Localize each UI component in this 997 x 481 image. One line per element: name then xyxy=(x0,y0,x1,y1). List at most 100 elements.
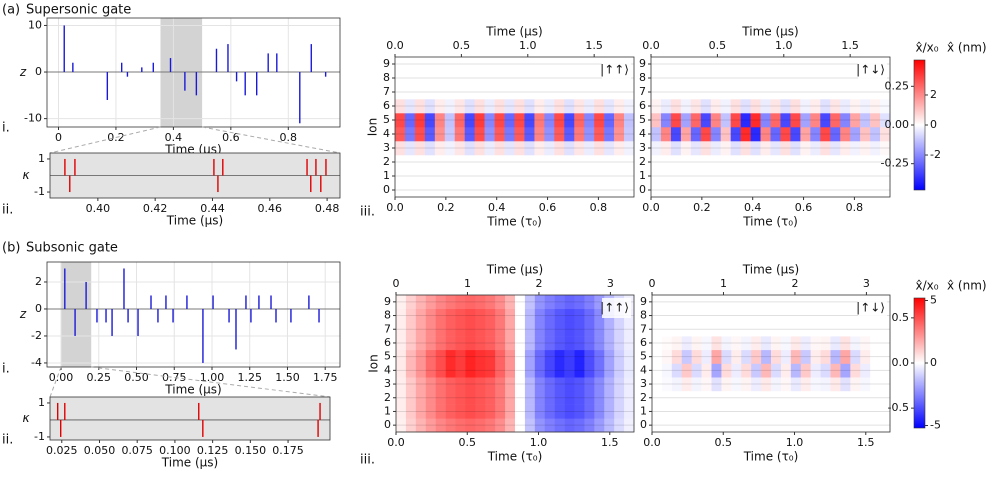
colorbar-tick-label: -0.25 xyxy=(881,157,909,170)
heat-cell xyxy=(505,404,516,419)
plot-frame xyxy=(49,152,341,199)
heat-cell xyxy=(690,183,702,198)
heat-cell xyxy=(721,363,732,378)
heat-cell xyxy=(730,127,741,142)
heat-cell xyxy=(701,363,712,378)
heat-cell xyxy=(594,141,605,156)
x-axis-label: Time (τ₀) xyxy=(487,450,543,464)
heat-cell xyxy=(465,336,476,351)
heat-cell xyxy=(761,322,772,337)
heat-cell xyxy=(464,169,475,184)
heat-cell xyxy=(515,377,526,392)
heat-cell xyxy=(691,404,702,419)
heat-cell xyxy=(771,390,782,405)
heat-cell xyxy=(564,322,575,337)
heat-cell xyxy=(771,404,782,419)
heat-cell xyxy=(614,404,625,419)
heat-cell xyxy=(434,155,446,170)
heat-cell xyxy=(485,390,496,405)
heat-cell xyxy=(680,127,692,142)
heat-cell xyxy=(524,141,535,156)
y-tick-label: 5 xyxy=(383,113,390,126)
heat-cell xyxy=(750,127,761,142)
heat-cell xyxy=(850,295,861,309)
heat-cell xyxy=(405,336,417,351)
heat-cell xyxy=(700,85,712,100)
heat-cell xyxy=(415,377,427,392)
colorbar-label: x̂/x₀ xyxy=(915,279,938,293)
heat-cell xyxy=(760,183,771,198)
y-tick-label: 7 xyxy=(384,322,391,335)
heat-cell xyxy=(544,418,555,433)
heat-cell xyxy=(574,99,585,114)
heat-cell xyxy=(534,322,546,337)
heat-cell xyxy=(554,322,565,337)
heat-cell xyxy=(820,113,831,128)
heat-cell xyxy=(800,141,811,156)
heat-cell xyxy=(415,363,427,378)
x-tick-label: 0.2 xyxy=(693,201,711,214)
heat-cell xyxy=(425,390,436,405)
heat-cell xyxy=(515,336,526,351)
heat-cell xyxy=(415,418,427,433)
heat-cell xyxy=(534,141,545,156)
heat-cell xyxy=(614,349,625,364)
x2-axis-label: Time (μs) xyxy=(741,25,798,39)
heat-cell xyxy=(731,349,742,364)
heat-cell xyxy=(670,183,682,198)
heat-cell xyxy=(750,155,761,170)
heat-cell xyxy=(671,322,683,337)
heat-cell xyxy=(800,308,811,323)
heat-cell xyxy=(624,155,635,170)
heat-cell xyxy=(574,183,585,198)
heat-cell xyxy=(721,336,732,351)
zoom-connector xyxy=(202,126,341,154)
heat-cell xyxy=(414,71,426,86)
heat-cell xyxy=(504,141,515,156)
heat-cell xyxy=(614,169,625,184)
heat-cell xyxy=(740,113,751,128)
heat-cell xyxy=(820,169,831,184)
x-tick-label: 0.2 xyxy=(437,201,455,214)
heat-cell xyxy=(604,127,615,142)
heat-cell xyxy=(731,295,742,309)
heat-cell xyxy=(485,322,496,337)
colorbar-tick-label: -2 xyxy=(930,148,941,161)
heat-cell xyxy=(614,322,625,337)
heat-cell xyxy=(444,183,456,198)
heat-cell xyxy=(514,99,525,114)
heat-cell xyxy=(515,390,526,405)
heat-cell xyxy=(670,141,682,156)
heat-cell xyxy=(435,377,446,392)
heat-cell xyxy=(660,57,672,72)
heat-cell xyxy=(444,113,456,128)
heat-cell xyxy=(870,363,881,378)
heat-cell xyxy=(594,363,605,378)
heat-cell xyxy=(594,71,605,86)
heat-cell xyxy=(721,404,732,419)
heat-cell xyxy=(484,99,495,114)
heat-cell xyxy=(771,322,782,337)
heat-cell xyxy=(671,390,683,405)
heat-cell xyxy=(710,99,722,114)
x2-tick-label: 3 xyxy=(863,277,870,290)
heat-cell xyxy=(830,377,841,392)
heat-cell xyxy=(574,169,585,184)
x-tick-label: 1.0 xyxy=(530,436,548,449)
heat-cell xyxy=(670,71,682,86)
heat-cell xyxy=(544,404,555,419)
heat-cell xyxy=(731,308,742,323)
heat-cell xyxy=(554,377,565,392)
y-tick-label: 4 xyxy=(639,127,646,140)
heat-cell xyxy=(424,71,436,86)
state-annotation: |↑↓⟩ xyxy=(856,301,885,315)
heat-cell xyxy=(614,141,625,156)
heat-cell xyxy=(624,99,635,114)
heat-cell xyxy=(514,71,525,86)
heat-cell xyxy=(701,404,712,419)
heat-cell xyxy=(464,99,475,114)
x2-tick-label: 1 xyxy=(464,277,471,290)
heat-cell xyxy=(800,322,811,337)
heat-cell xyxy=(515,418,526,433)
heat-cell xyxy=(515,322,526,337)
